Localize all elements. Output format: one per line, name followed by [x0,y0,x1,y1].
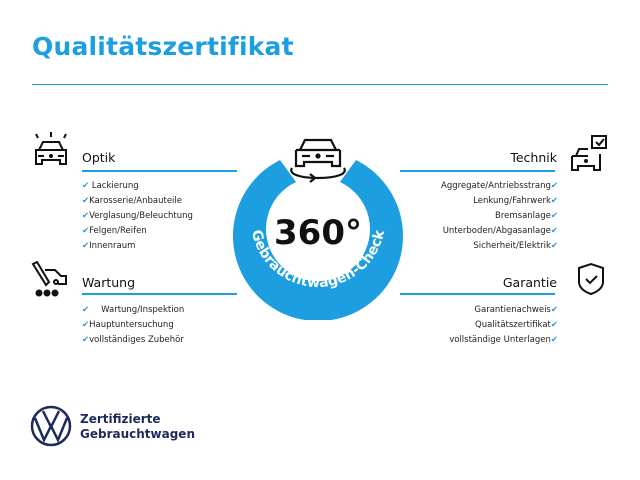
check-icon: ✔ [550,320,558,330]
title-divider [32,84,608,85]
section-title-optik: Optik [82,150,116,165]
section-title-garantie: Garantie [502,275,557,290]
section-line-garantie [400,293,555,295]
car-lights-icon [35,132,67,165]
check-icon: ✔ [82,305,90,315]
list-item: Lenkung/Fahrwerk✔ [441,194,558,209]
brand-line2: Gebrauchtwagen [80,427,195,441]
list-item: Sicherheit/Elektrik✔ [441,239,558,254]
section-line-wartung [82,293,237,295]
brand-line1: Zertifizierte [80,412,161,426]
check-icon: ✔ [550,241,558,251]
check-icon: ✔ [82,196,90,206]
list-wartung: ✔ Wartung/Inspektion ✔Hauptuntersuchung ✔… [82,303,184,348]
list-item: ✔Verglasung/Beleuchtung [82,209,193,224]
item-label: Garantienachweis [474,305,551,315]
list-item: ✔Felgen/Reifen [82,224,193,239]
item-label: Innenraum [89,241,136,251]
section-line-technik [400,170,555,172]
ring-arc [233,160,403,320]
service-tools-icon [31,260,67,297]
item-label: Verglasung/Beleuchtung [89,211,193,221]
check-icon: ✔ [82,211,90,221]
section-title-wartung: Wartung [82,275,136,290]
list-technik: Aggregate/Antriebsstrang✔ Lenkung/Fahrwe… [441,179,558,254]
check-icon: ✔ [82,320,90,330]
section-line-optik [82,170,237,172]
check-icon: ✔ [550,226,558,236]
section-title-technik: Technik [510,150,557,165]
item-label: Lackierung [91,181,139,191]
item-label: Aggregate/Antriebsstrang [441,181,551,191]
360-label: 360° [274,213,362,253]
list-item: ✔Karosserie/Anbauteile [82,194,193,209]
item-label: Qualitätszertifikat [475,320,551,330]
check-icon: ✔ [550,335,558,345]
list-item: Qualitätszertifikat✔ [449,318,558,333]
car-360-icon [290,138,346,183]
list-item: ✔Innenraum [82,239,193,254]
car-checkbox-icon [571,135,607,171]
check-icon: ✔ [82,241,90,251]
check-icon: ✔ [82,226,90,236]
list-item: ✔Hauptuntersuchung [82,318,184,333]
list-item: Bremsanlage✔ [441,209,558,224]
list-item: Aggregate/Antriebsstrang✔ [441,179,558,194]
list-item: ✔vollständiges Zubehör [82,333,184,348]
item-label: vollständiges Zubehör [89,335,184,345]
list-garantie: Garantienachweis✔ Qualitätszertifikat✔ v… [449,303,558,348]
list-item: Garantienachweis✔ [449,303,558,318]
shield-check-icon [578,262,604,296]
check-icon: ✔ [550,196,558,206]
vw-logo [30,405,72,447]
check-icon: ✔ [82,335,90,345]
list-optik: ✔ Lackierung ✔Karosserie/Anbauteile ✔Ver… [82,179,193,254]
item-label: Unterboden/Abgasanlage [442,226,551,236]
list-item: ✔ Wartung/Inspektion [82,303,184,318]
item-label: Wartung/Inspektion [101,305,185,315]
list-item: vollständige Unterlagen✔ [449,333,558,348]
check-icon: ✔ [550,181,558,191]
item-label: Sicherheit/Elektrik [473,241,551,251]
item-label: Felgen/Reifen [89,226,147,236]
item-label: Bremsanlage [495,211,551,221]
list-item: Unterboden/Abgasanlage✔ [441,224,558,239]
brand-text: Zertifizierte Gebrauchtwagen [80,412,195,442]
item-label: Hauptuntersuchung [89,320,174,330]
item-label: vollständige Unterlagen [449,335,551,345]
check-icon: ✔ [550,305,558,315]
check-icon: ✔ [550,211,558,221]
list-item: ✔ Lackierung [82,179,193,194]
check-icon: ✔ [82,181,90,191]
item-label: Karosserie/Anbauteile [89,196,183,206]
item-label: Lenkung/Fahrwerk [473,196,551,206]
page-title: Qualitätszertifikat [32,32,294,61]
check-ring: 360° Gebrauchtwagen-Check [233,138,403,320]
